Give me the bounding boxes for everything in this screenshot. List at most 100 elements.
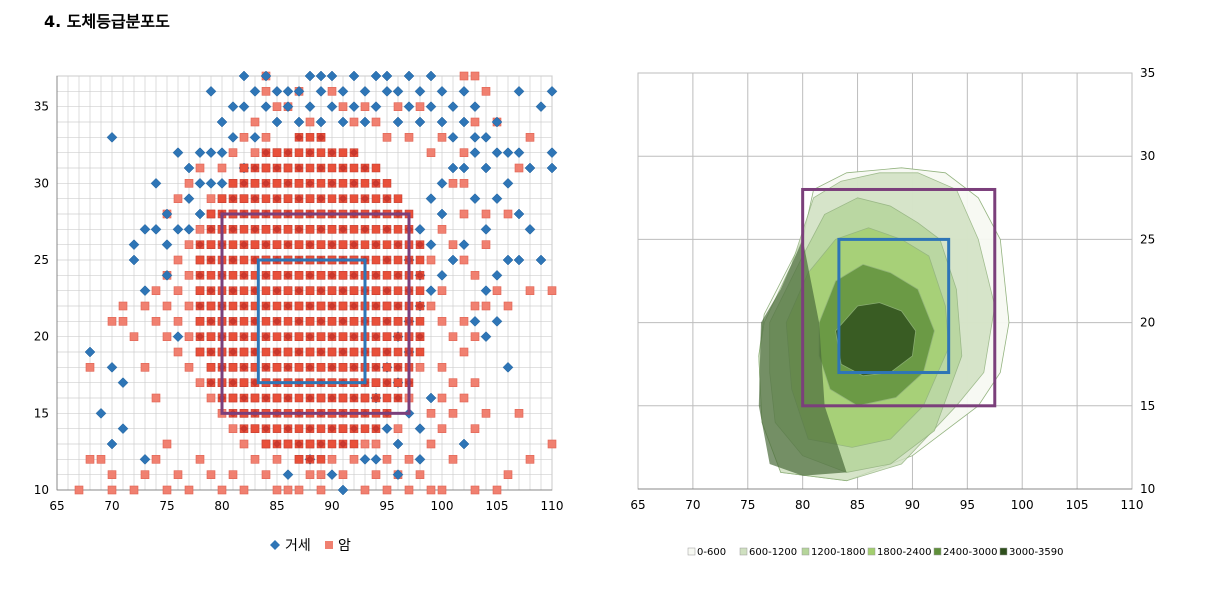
data-point-am xyxy=(470,485,480,495)
data-point-am xyxy=(195,163,205,173)
data-point-am xyxy=(261,439,271,449)
data-point-geose xyxy=(161,208,173,220)
data-point-am xyxy=(404,455,414,464)
data-point-am xyxy=(305,439,315,449)
contour-chart: 65 70 75 80 85 90 95 100 105 110 10 15 20 25 30 35 0-600… xyxy=(630,66,1155,558)
data-point-geose xyxy=(513,208,525,220)
data-point-geose xyxy=(306,240,314,249)
data-point-am xyxy=(283,485,293,495)
data-point-geose xyxy=(317,225,325,234)
data-point-am xyxy=(173,255,183,265)
data-point-am xyxy=(239,133,249,142)
data-point-am xyxy=(316,393,326,403)
data-point-am xyxy=(184,271,194,280)
data-point-am xyxy=(217,485,227,495)
data-point-geose xyxy=(207,348,215,356)
data-point-am xyxy=(206,301,216,311)
data-point-am xyxy=(184,179,194,188)
data-point-am xyxy=(503,301,513,311)
data-point-am xyxy=(415,102,425,111)
data-point-geose xyxy=(339,317,347,326)
data-point-am xyxy=(250,455,260,464)
data-point-geose xyxy=(306,271,314,280)
data-point-geose xyxy=(249,85,261,97)
data-point-am xyxy=(272,455,282,464)
data-point-am xyxy=(173,470,183,479)
data-point-am xyxy=(514,409,524,418)
data-point-am xyxy=(195,455,205,464)
legend-label-am: 암 xyxy=(338,538,351,554)
data-point-geose xyxy=(262,332,270,341)
data-point-am xyxy=(371,163,381,173)
data-point-am xyxy=(184,240,194,249)
data-point-am xyxy=(349,317,359,326)
data-point-am xyxy=(217,194,227,203)
x-tick-label: 105 xyxy=(486,499,509,513)
data-point-geose xyxy=(328,363,336,372)
data-point-geose xyxy=(150,223,162,235)
data-point-am xyxy=(437,485,447,495)
data-point-am xyxy=(327,286,337,295)
data-point-am xyxy=(294,301,304,311)
data-point-geose xyxy=(546,147,558,159)
data-point-geose xyxy=(447,131,459,143)
data-point-am xyxy=(426,255,436,265)
data-point-geose xyxy=(240,240,248,249)
data-point-geose xyxy=(139,223,151,235)
data-point-geose xyxy=(394,394,402,402)
x-tick-label: 100 xyxy=(1011,498,1034,512)
data-point-am xyxy=(151,455,161,464)
data-point-geose xyxy=(260,101,272,113)
data-point-am xyxy=(305,117,315,127)
data-point-am xyxy=(360,439,370,449)
data-point-geose xyxy=(273,194,281,203)
data-point-geose xyxy=(306,332,314,341)
data-point-geose xyxy=(240,271,248,280)
data-point-geose xyxy=(196,302,204,310)
data-point-am xyxy=(316,332,326,341)
data-point-am xyxy=(338,179,348,188)
inner-range-box xyxy=(837,237,951,375)
data-point-geose xyxy=(348,101,360,113)
data-point-am xyxy=(85,455,95,464)
data-point-am xyxy=(206,470,216,479)
data-point-geose xyxy=(207,317,215,326)
data-point-am xyxy=(459,179,469,188)
data-point-am xyxy=(393,378,403,387)
data-point-am xyxy=(239,255,249,265)
legend-swatch-4 xyxy=(933,547,942,556)
data-point-am xyxy=(294,240,304,249)
data-point-geose xyxy=(139,285,151,297)
data-point-am xyxy=(371,255,381,265)
data-point-am xyxy=(294,424,304,433)
data-point-am xyxy=(228,424,238,433)
data-point-am xyxy=(107,485,117,495)
data-point-am xyxy=(360,102,370,111)
data-point-geose xyxy=(535,254,547,266)
data-point-geose xyxy=(350,240,358,249)
data-point-am xyxy=(525,286,535,295)
data-point-am xyxy=(228,179,238,188)
data-point-geose xyxy=(535,101,547,113)
data-point-geose xyxy=(328,148,336,157)
data-point-geose xyxy=(249,131,261,143)
data-point-geose xyxy=(284,240,292,249)
data-point-am xyxy=(382,455,392,464)
data-point-am xyxy=(250,148,260,157)
data-point-am xyxy=(327,194,337,203)
data-point-geose xyxy=(273,225,281,234)
data-point-geose xyxy=(328,302,336,310)
data-point-am xyxy=(228,363,238,372)
data-point-geose xyxy=(207,286,215,295)
data-point-am xyxy=(393,286,403,295)
outer-range-box xyxy=(801,187,997,408)
y-tick-label: 30 xyxy=(1140,149,1155,163)
data-point-geose xyxy=(458,85,470,97)
inner-range-box xyxy=(256,258,367,385)
data-point-am xyxy=(206,363,216,372)
data-point-geose xyxy=(262,271,270,280)
data-point-geose xyxy=(284,179,292,188)
data-point-am xyxy=(173,347,183,357)
data-point-am xyxy=(272,301,282,311)
y-tick-label: 15 xyxy=(1140,399,1155,413)
